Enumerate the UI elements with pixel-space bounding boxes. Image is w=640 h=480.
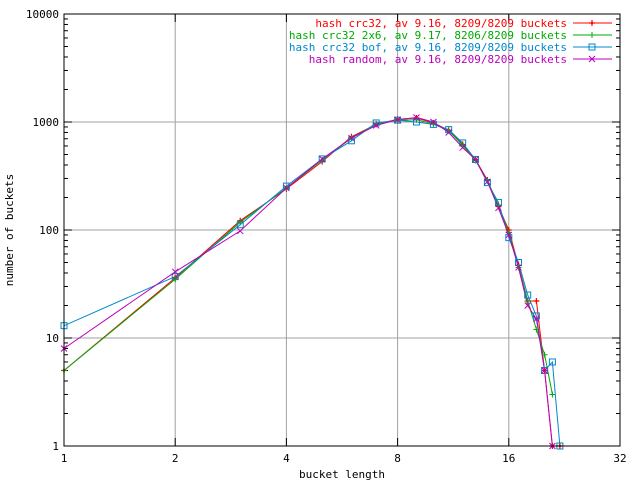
- series-3-point: [495, 204, 502, 212]
- series-line-1: [63, 119, 553, 395]
- x-tick-label: 4: [283, 452, 290, 465]
- series-3-point: [283, 184, 290, 192]
- series-2-point: [318, 155, 326, 163]
- legend-marker-3: [588, 55, 596, 63]
- series-3-point: [413, 114, 420, 121]
- series-2-point: [171, 273, 179, 281]
- series-2-point: [282, 182, 290, 190]
- series-2-point: [394, 116, 402, 124]
- series-1-point: [524, 298, 531, 305]
- y-tick-label: 10000: [26, 8, 59, 21]
- series-3-point: [484, 178, 491, 186]
- series-2-point: [515, 259, 523, 267]
- axis-tick-labels: 1 10 100 1000 10000 1 2 4 8 16 32: [26, 8, 627, 465]
- series-3-point: [505, 231, 513, 239]
- axis-ticks: [63, 13, 621, 447]
- legend-label-3: hash random, av 9.16, 8209/8209 buckets: [309, 53, 567, 66]
- series-markers: [60, 114, 564, 450]
- series-2-point: [483, 179, 491, 187]
- y-axis-title: number of buckets: [3, 174, 16, 287]
- series-3-point: [524, 302, 532, 309]
- series-3-point: [318, 155, 326, 163]
- series-2-point: [471, 155, 479, 163]
- series-2-point: [459, 139, 467, 147]
- series-1-point: [541, 351, 548, 358]
- legend-label-0: hash crc32, av 9.16, 8209/8209 buckets: [315, 17, 567, 30]
- series-3-point: [533, 315, 540, 323]
- x-axis-title: bucket length: [299, 468, 385, 480]
- series-3-point: [171, 268, 179, 276]
- series-2-point: [494, 198, 502, 206]
- legend-marker-2: [588, 43, 596, 51]
- series-0-point-dot: [535, 299, 538, 303]
- series-3-point: [472, 156, 479, 163]
- series-1-point: [549, 391, 556, 398]
- legend-marker-0-dot: [590, 21, 594, 25]
- series-3-point: [372, 122, 380, 129]
- x-tick-label: 16: [502, 452, 515, 465]
- y-tick-label: 10: [46, 332, 59, 345]
- series-2-point: [541, 367, 549, 375]
- x-tick-label: 1: [61, 452, 68, 465]
- series-2-point: [524, 291, 532, 299]
- series-3-point: [430, 118, 437, 126]
- series-1-point: [484, 177, 491, 184]
- y-tick-label: 1000: [33, 116, 60, 129]
- y-tick-label: 100: [39, 224, 59, 237]
- series-line-3: [63, 116, 553, 447]
- legend-label-2: hash crc32 bof, av 9.16, 8209/8209 bucke…: [289, 41, 567, 54]
- series-lines: [63, 116, 561, 447]
- x-tick-label: 2: [172, 452, 179, 465]
- legend-label-1: hash crc32 2x6, av 9.17, 8206/8209 bucke…: [289, 29, 567, 42]
- x-tick-label: 32: [613, 452, 626, 465]
- series-1-point: [237, 219, 244, 226]
- x-tick-label: 8: [394, 452, 401, 465]
- series-3-point: [236, 227, 244, 235]
- series-2-point: [548, 358, 556, 366]
- series-3-point: [541, 367, 548, 374]
- legend: hash crc32, av 9.16, 8209/8209 bucketsha…: [289, 17, 612, 66]
- plot-frame: [63, 13, 621, 447]
- series-3-point: [348, 134, 355, 142]
- series-3-point: [459, 144, 467, 151]
- series-line-2: [63, 119, 561, 447]
- series-1-point: [533, 326, 540, 333]
- legend-marker-1: [589, 32, 595, 38]
- y-tick-label: 1: [52, 440, 59, 453]
- grid: [64, 14, 620, 446]
- series-2-point: [412, 118, 420, 126]
- series-3-point: [515, 264, 522, 271]
- series-3-point: [394, 116, 401, 124]
- series-2-point: [236, 221, 244, 229]
- series-3-point: [445, 129, 453, 136]
